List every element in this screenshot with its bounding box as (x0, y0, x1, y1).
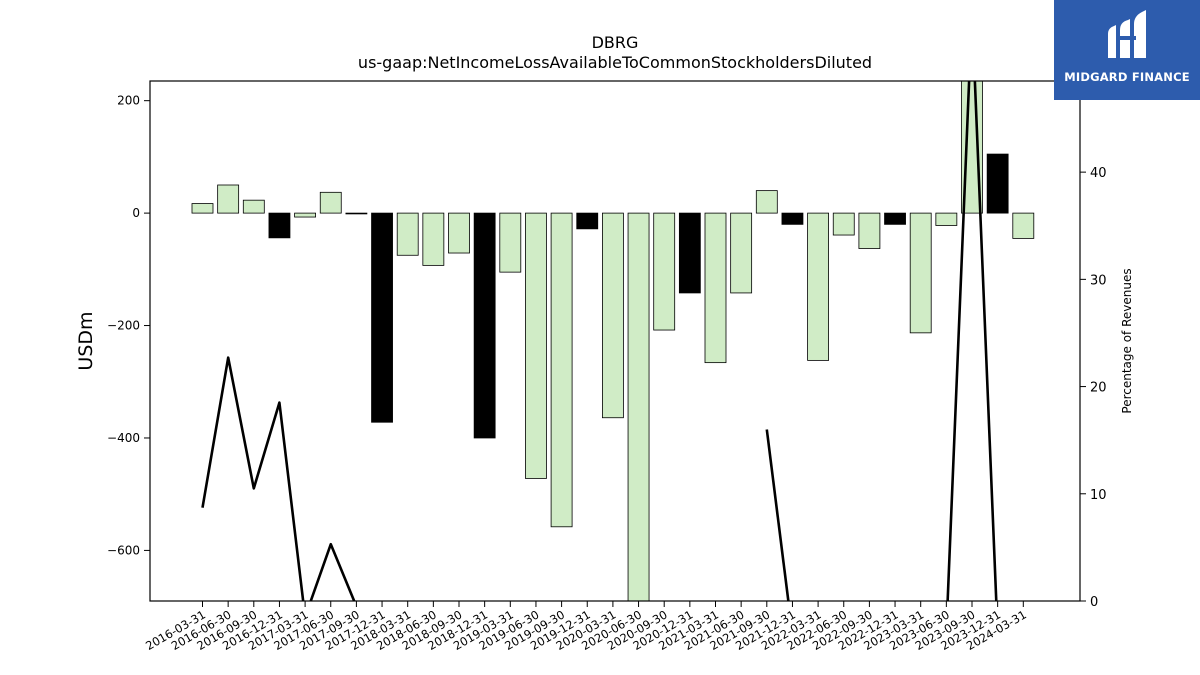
bar-2018-09-30 (448, 212, 470, 254)
bar-2017-06-30 (319, 191, 342, 214)
y2-tick-label: 10 (1090, 488, 1107, 503)
y2-tick-label: 0 (1090, 595, 1098, 610)
bar-2020-03-31 (602, 212, 624, 419)
bar-2018-06-30 (422, 212, 445, 266)
line-segment (765, 429, 790, 601)
bar-2016-09-30 (242, 199, 265, 214)
bar-2020-06-30 (627, 212, 650, 601)
bar-2019-03-31 (499, 212, 522, 273)
left-y-axis: −600 −400 −200 0 200 (107, 94, 150, 557)
right-y-axis: 0 10 20 30 40 (1080, 166, 1107, 610)
midgard-logo-icon (1108, 10, 1146, 58)
bar-2023-06-30 (935, 212, 958, 226)
line-series (201, 81, 998, 601)
bar-2021-09-30 (755, 190, 778, 214)
bar-2022-03-31 (807, 212, 829, 361)
y-tick-label: −600 (107, 543, 140, 557)
bar-2024-03-31 (1012, 212, 1035, 239)
bar-2017-12-31 (371, 212, 393, 423)
line-segment (201, 356, 356, 601)
bar-2020-12-31 (678, 212, 701, 294)
bar-series (191, 81, 1035, 601)
brand-name: MIDGARD FINANCE (1064, 70, 1190, 84)
y-tick-label: 200 (117, 94, 140, 108)
y-tick-label: −400 (107, 431, 140, 445)
bar-2021-06-30 (730, 212, 753, 294)
plot-frame (149, 80, 1081, 602)
bar-2016-06-30 (217, 184, 240, 214)
bar-2023-12-31 (986, 153, 1009, 214)
bar-2022-09-30 (858, 212, 881, 249)
y2-tick-label: 40 (1090, 166, 1107, 181)
brand-logo: MIDGARD FINANCE (1054, 0, 1200, 100)
bar-2022-12-31 (884, 212, 906, 225)
chart-subtitle: us-gaap:NetIncomeLossAvailableToCommonSt… (358, 53, 872, 72)
chart-title: DBRG (592, 33, 639, 52)
y2-tick-label: 20 (1090, 381, 1107, 396)
bar-2018-12-31 (473, 212, 496, 439)
line-segment (946, 81, 998, 601)
y-tick-label: 0 (132, 206, 140, 220)
y-tick-label: −200 (107, 319, 140, 333)
bar-2023-03-31 (909, 212, 932, 334)
bar-2019-06-30 (525, 212, 547, 479)
bar-2021-12-31 (781, 212, 804, 225)
y2-tick-label: 30 (1090, 273, 1107, 288)
bar-2020-09-30 (653, 212, 676, 331)
bar-2019-12-31 (576, 212, 599, 230)
bar-2021-03-31 (704, 212, 727, 364)
y-axis-label: USDm (75, 311, 97, 370)
bar-2019-09-30 (550, 212, 573, 528)
x-axis: 2016-03-312016-06-302016-09-302016-12-31… (143, 601, 1029, 653)
bar-2022-06-30 (832, 212, 855, 236)
bar-2018-03-31 (396, 212, 419, 256)
y2-axis-label: Percentage of Revenues (1120, 268, 1134, 413)
bar-2016-12-31 (268, 212, 291, 239)
bar-2016-03-31 (191, 203, 214, 214)
bar-2017-09-30 (345, 212, 368, 215)
bar-2017-03-31 (294, 212, 317, 218)
